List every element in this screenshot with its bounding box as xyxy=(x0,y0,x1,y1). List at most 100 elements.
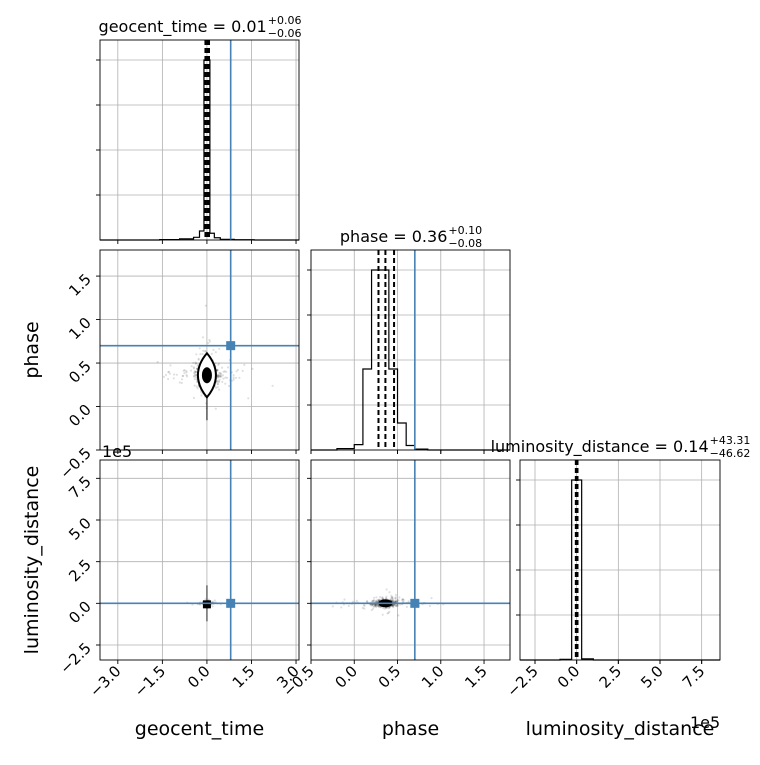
sample-point xyxy=(164,373,168,377)
sample-point xyxy=(193,370,196,373)
sample-point xyxy=(355,599,358,603)
sample-point xyxy=(183,372,186,375)
sample-point xyxy=(197,358,200,361)
sample-point xyxy=(331,605,334,608)
panel-border xyxy=(310,249,511,451)
sample-point xyxy=(394,600,397,603)
sample-point xyxy=(182,374,185,377)
sample-point xyxy=(225,370,228,373)
sample-point xyxy=(192,374,196,377)
sample-point xyxy=(372,605,376,608)
sample-point xyxy=(393,600,396,603)
sample-point xyxy=(395,603,399,607)
sample-point xyxy=(223,370,226,373)
sample-point xyxy=(392,604,395,607)
hist-title-geocent_time: geocent_time = 0.01 +0.06−0.06 xyxy=(99,14,302,40)
sample-point xyxy=(194,362,197,365)
sample-point xyxy=(194,361,197,364)
sample-point xyxy=(167,370,171,373)
y-tick-label: 5.0 xyxy=(65,514,95,544)
sample-point xyxy=(194,370,198,373)
x-tick-label: 1.5 xyxy=(229,662,259,692)
sample-point xyxy=(391,597,394,601)
sample-point xyxy=(217,363,220,366)
sample-point xyxy=(401,599,404,602)
sample-point xyxy=(219,375,222,378)
sample-point xyxy=(394,604,397,607)
sample-point xyxy=(222,370,225,373)
sample-point xyxy=(196,387,199,390)
sample-point xyxy=(178,381,181,384)
sample-point xyxy=(169,364,172,367)
sample-point xyxy=(195,353,198,356)
sample-point xyxy=(393,600,396,604)
sample-point xyxy=(200,394,203,397)
sample-point xyxy=(387,611,390,615)
sample-point xyxy=(371,599,374,603)
sample-point xyxy=(207,341,210,345)
sample-point xyxy=(428,604,431,608)
sample-point xyxy=(369,604,372,607)
sample-point xyxy=(195,385,198,388)
sample-point xyxy=(375,596,378,599)
sample-point xyxy=(382,607,385,610)
sample-point xyxy=(394,597,397,600)
sample-point xyxy=(375,599,378,602)
sample-point xyxy=(243,363,246,366)
sample-point xyxy=(190,369,193,372)
sample-point xyxy=(373,599,376,602)
sample-point xyxy=(396,604,400,607)
sample-point xyxy=(192,366,195,369)
sample-point xyxy=(384,597,388,600)
sample-point xyxy=(194,374,197,377)
sample-point xyxy=(374,604,377,607)
sample-point xyxy=(377,605,380,608)
x-tick-labels-luminosity_distance: −2.5 0.0 2.5 5.0 7.5 luminosity_distance xyxy=(503,660,714,740)
sample-point xyxy=(372,599,375,602)
sample-point xyxy=(208,338,211,342)
sample-point xyxy=(167,377,170,381)
sample-point xyxy=(194,370,197,373)
histogram-step xyxy=(311,269,510,451)
sample-point xyxy=(363,604,366,607)
hist-panel-geocent_time xyxy=(96,39,300,244)
sample-point xyxy=(401,598,404,601)
sample-point xyxy=(216,369,219,372)
sample-point xyxy=(251,367,254,370)
sample-point xyxy=(232,374,235,377)
sample-point xyxy=(371,603,374,606)
sample-point xyxy=(218,388,221,391)
sample-point xyxy=(167,371,170,374)
sample-point xyxy=(398,596,401,599)
y-tick-label: 2.5 xyxy=(65,556,95,586)
sample-point xyxy=(401,598,404,601)
sample-point xyxy=(217,375,220,378)
hist-panel-luminosity_distance xyxy=(516,459,721,664)
sample-point xyxy=(375,605,378,608)
y-tick-label: 1.5 xyxy=(65,270,95,300)
sample-point xyxy=(193,384,196,387)
sample-point xyxy=(217,383,220,386)
sample-point xyxy=(226,366,230,369)
sample-point xyxy=(201,352,204,356)
sample-point xyxy=(224,382,227,385)
sample-point xyxy=(226,376,229,379)
sample-point xyxy=(232,378,235,381)
panel-border xyxy=(99,39,300,241)
sample-point xyxy=(185,371,188,374)
truth-marker xyxy=(226,341,236,351)
sample-point xyxy=(214,362,217,365)
panel-border xyxy=(99,249,300,451)
panel-border xyxy=(310,459,511,661)
sample-point xyxy=(395,604,398,608)
sample-point xyxy=(374,603,377,606)
y-tick-labels-phase: −0.5 0.0 0.5 1.0 1.5 phase xyxy=(21,270,100,483)
sample-point xyxy=(373,596,376,599)
y-axis-label-luminosity_distance: luminosity_distance xyxy=(21,466,43,655)
sample-point xyxy=(374,603,377,606)
y-tick-label: 0.0 xyxy=(65,597,95,627)
sample-point xyxy=(194,376,197,379)
sample-point xyxy=(393,603,396,606)
sample-point xyxy=(195,371,198,374)
sample-point xyxy=(218,371,221,375)
